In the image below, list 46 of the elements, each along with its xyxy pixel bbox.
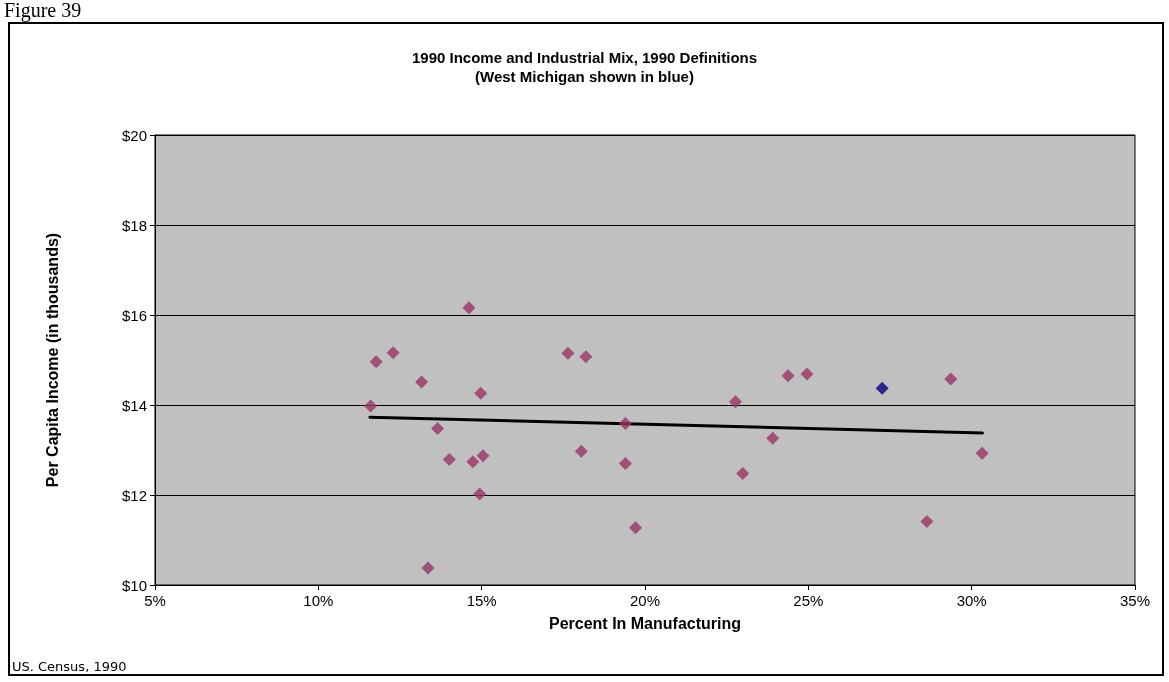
x-tick-label: 25% (793, 592, 824, 609)
point (618, 416, 632, 430)
y-tick-label: $16 (121, 306, 147, 324)
point (364, 399, 378, 413)
point (442, 452, 456, 466)
y-tick-label: $18 (121, 216, 147, 234)
point (618, 457, 632, 470)
y-tick-label: $20 (121, 126, 147, 144)
point (474, 386, 488, 400)
chart-title: 1990 Income and Industrial Mix, 1990 Definitions (411, 49, 758, 66)
point (369, 355, 383, 369)
point (781, 369, 795, 383)
point (473, 487, 487, 501)
point (579, 350, 593, 364)
point (561, 346, 575, 360)
point (629, 521, 643, 535)
chart-subtitle: (West Michigan shown in blue) (475, 68, 694, 85)
point (466, 455, 480, 469)
point (415, 375, 429, 389)
y-tick-label: $10 (121, 576, 147, 594)
point (421, 561, 435, 575)
point (736, 466, 750, 480)
point (975, 446, 989, 460)
point (920, 515, 934, 529)
x-tick-label: 35% (1119, 592, 1151, 609)
y-tick-label: $14 (121, 396, 147, 414)
point (386, 346, 400, 360)
x-tick-label: 10% (303, 592, 334, 609)
x-tick-label: 5% (144, 592, 166, 609)
x-axis-title: Percent In Manufacturing (548, 614, 742, 632)
point (574, 444, 588, 458)
point (462, 301, 476, 315)
point (728, 395, 742, 409)
y-tick-label: $12 (121, 486, 147, 504)
x-tick-label: 20% (629, 592, 661, 609)
x-tick-label: 30% (956, 592, 987, 609)
point (800, 367, 814, 381)
point (476, 449, 490, 463)
point (766, 431, 780, 445)
point (944, 372, 958, 386)
x-tick-label: 15% (466, 592, 497, 609)
text: US. Census, 1990 (12, 659, 127, 674)
point (875, 381, 889, 395)
caption: Figure 39 (4, 0, 82, 22)
y-axis-title: Per Capita Income (in thousands) (43, 232, 61, 488)
point (431, 421, 445, 435)
